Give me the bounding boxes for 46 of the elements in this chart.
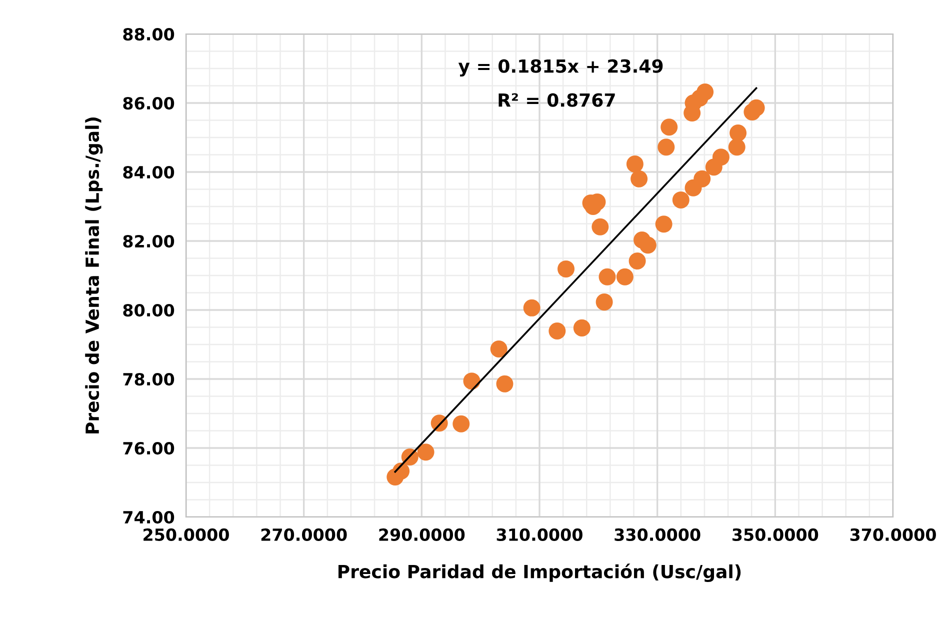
point	[630, 170, 648, 188]
x-axis-title: Precio Paridad de Importación (Usc/gal)	[338, 564, 741, 582]
point	[696, 83, 714, 100]
point	[463, 372, 480, 390]
point	[496, 375, 514, 392]
x-tick-label: 250.0000	[144, 528, 229, 542]
y-tick-label: 84.00	[123, 166, 174, 179]
x-tick-label: 350.0000	[732, 528, 818, 542]
point	[748, 99, 765, 116]
y-tick-label: 76.00	[123, 442, 174, 455]
point	[672, 191, 690, 208]
point	[660, 118, 678, 136]
point	[728, 138, 746, 156]
y-tick-label: 82.00	[123, 234, 174, 248]
annotation: R² = 0.8767	[498, 93, 615, 107]
point	[596, 294, 613, 311]
point	[626, 156, 644, 173]
point	[658, 138, 675, 156]
point	[598, 268, 616, 286]
y-tick-label: 78.00	[123, 372, 174, 386]
x-tick-label: 270.0000	[261, 528, 347, 542]
x-tick-label: 330.0000	[614, 528, 700, 542]
point	[573, 319, 590, 336]
y-tick-label: 74.00	[123, 510, 174, 524]
point	[628, 252, 646, 270]
y-tick-label: 80.00	[123, 304, 174, 317]
point	[655, 216, 672, 233]
point	[616, 268, 634, 286]
point	[417, 444, 434, 461]
point	[558, 260, 575, 278]
point	[490, 340, 508, 358]
point	[523, 299, 540, 316]
y-axis-title: Precio de Venta Final (Lps./gal)	[85, 118, 103, 434]
point	[548, 322, 566, 340]
y-tick-label: 86.00	[123, 96, 174, 110]
point	[730, 124, 747, 142]
point	[712, 148, 730, 166]
x-tick-label: 310.0000	[496, 528, 582, 542]
point	[639, 236, 656, 254]
point	[694, 170, 711, 188]
point	[592, 218, 609, 236]
x-tick-label: 290.0000	[379, 528, 465, 542]
y-tick-label: 88.00	[123, 28, 174, 41]
x-tick-label: 370.0000	[850, 528, 936, 542]
annotation: y = 0.1815x + 23.49	[458, 59, 663, 77]
point	[452, 415, 470, 432]
